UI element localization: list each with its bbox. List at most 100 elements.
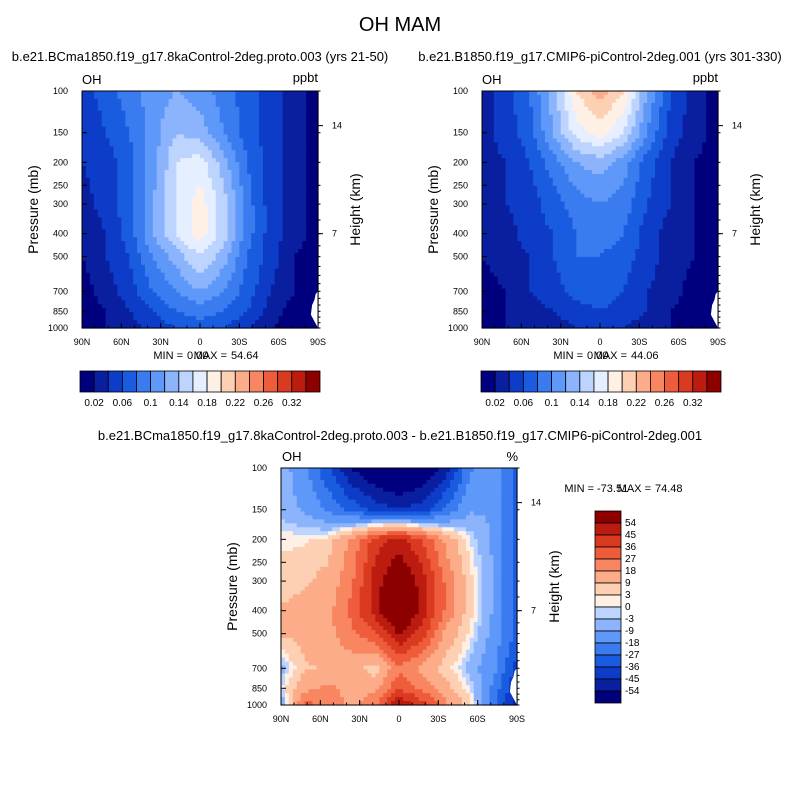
contour-cell [631,130,636,136]
contour-cell [211,205,217,211]
contour-cell [172,146,177,151]
contour-cell [533,173,538,179]
contour-cell [509,138,515,143]
contour-cell [501,142,507,147]
contour-cell [627,162,633,167]
contour-cell [251,320,256,325]
contour-cell [125,249,130,254]
contour-cell [196,280,201,286]
contour-cell [286,146,292,151]
contour-cell [144,268,150,274]
contour-cell [493,110,499,116]
contour-cell [113,272,118,278]
contour-cell [278,181,284,187]
contour-cell [714,102,719,108]
contour-cell [203,102,209,108]
contour-cell [164,268,170,274]
contour-cell [302,138,307,143]
contour-cell [188,102,193,108]
contour-cell [247,130,252,136]
contour-cell [302,94,307,100]
contour-cell [255,138,260,143]
contour-cell [278,94,284,100]
contour-cell [651,158,656,163]
contour-cell [148,158,154,163]
contour-cell [678,102,684,108]
contour-cell [188,162,193,167]
contour-cell [243,102,248,108]
contour-cell [310,320,315,325]
contour-cell [686,91,692,96]
contour-cell [576,94,581,100]
contour-cell [537,102,542,108]
contour-cell [694,98,699,104]
contour-cell [176,324,181,329]
contour-cell [247,316,252,321]
contour-cell [156,146,162,151]
contour-cell [278,264,284,270]
contour-cell [294,209,299,215]
contour-cell [694,162,699,167]
contour-cell [251,162,256,167]
contour-cell [482,118,487,124]
contour-cell [655,150,660,155]
contour-cell [82,213,87,218]
contour-cell [259,284,264,290]
colorbar-swatch [164,370,180,393]
contour-cell [148,213,154,218]
contour-cell [247,185,252,191]
contour-cell [121,102,126,108]
contour-cell [231,170,236,175]
contour-cell [144,292,150,297]
contour-cell [290,296,295,301]
contour-cell [266,225,272,230]
contour-cell [105,213,111,218]
contour-cell [239,241,244,246]
contour-cell [101,225,107,230]
contour-cell [121,91,126,96]
contour-cell [82,241,87,246]
contour-cell [274,213,280,218]
contour-cell [168,170,174,175]
contour-cell [251,272,256,278]
contour-cell [227,118,233,124]
contour-cell [211,142,217,147]
contour-cell [588,102,593,108]
contour-cell [184,162,189,167]
contour-cell [141,98,146,104]
contour-cell [137,118,142,124]
contour-cell [129,312,134,317]
panel-1-min-label: MIN = [153,350,183,362]
contour-cell [172,122,177,128]
contour-cell [505,94,511,100]
contour-cell [105,268,111,274]
contour-cell [282,193,288,199]
contour-cell [85,162,91,167]
contour-cell [259,150,264,155]
contour-cell [121,201,126,207]
contour-cell [310,284,315,290]
contour-cell [607,154,613,159]
contour-cell [235,181,240,187]
contour-cell [113,324,118,329]
contour-cell [203,114,209,120]
contour-cell [568,102,574,108]
contour-cell [568,98,574,104]
contour-cell [302,114,307,120]
contour-cell [93,154,99,159]
contour-cell [694,118,699,124]
contour-cell [662,138,668,143]
contour-cell [137,154,142,159]
contour-cell [493,170,499,175]
contour-cell [482,122,487,128]
contour-cell [274,320,280,325]
contour-cell [517,134,522,139]
contour-cell [294,245,299,250]
contour-cell [670,142,676,147]
contour-cell [172,272,177,278]
contour-cell [584,122,589,128]
contour-cell [259,102,264,108]
contour-cell [310,268,315,274]
contour-cell [702,91,707,96]
contour-cell [192,276,197,282]
